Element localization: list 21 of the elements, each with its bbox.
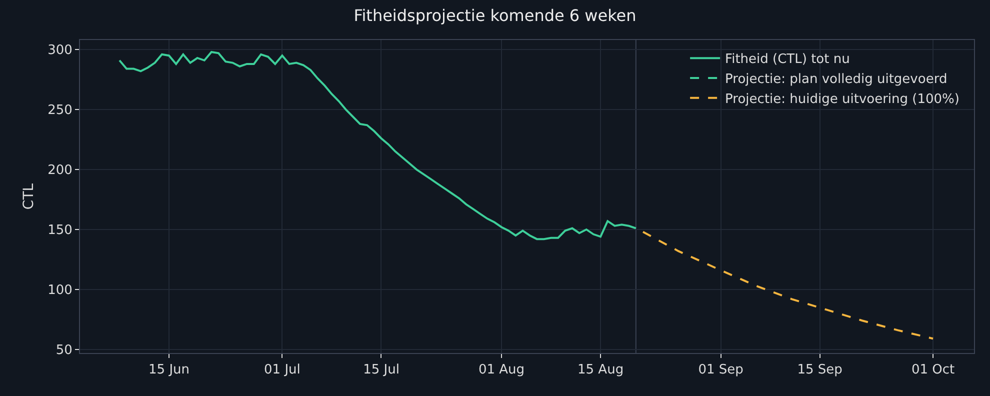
x-tick-label: 01 Oct: [911, 362, 955, 378]
y-tick-label: 300: [48, 43, 72, 58]
x-tick-label: 15 Jun: [148, 362, 190, 378]
y-tick-label: 150: [48, 223, 72, 238]
y-tick-label: 50: [56, 342, 72, 358]
y-axis-title: CTL: [21, 183, 38, 210]
y-tick-label: 250: [48, 103, 72, 118]
legend-label: Projectie: plan volledig uitgevoerd: [725, 72, 948, 88]
x-tick-label: 15 Sep: [797, 362, 842, 378]
x-tick-label: 01 Sep: [698, 362, 744, 378]
legend-label: Fitheid (CTL) tot nu: [725, 52, 850, 68]
chart-title: Fitheidsprojectie komende 6 weken: [354, 6, 636, 26]
x-tick-label: 01 Jul: [264, 362, 300, 378]
x-tick-label: 01 Aug: [478, 362, 525, 378]
line-series: [642, 230, 934, 340]
x-tick-label: 15 Aug: [578, 362, 624, 378]
y-tick-label: 100: [48, 282, 72, 298]
y-tick-label: 200: [48, 163, 72, 178]
legend-label: Projectie: huidige uitvoering (100%): [725, 92, 960, 107]
x-tick-label: 15 Jul: [363, 362, 400, 378]
line-series: [118, 50, 637, 240]
